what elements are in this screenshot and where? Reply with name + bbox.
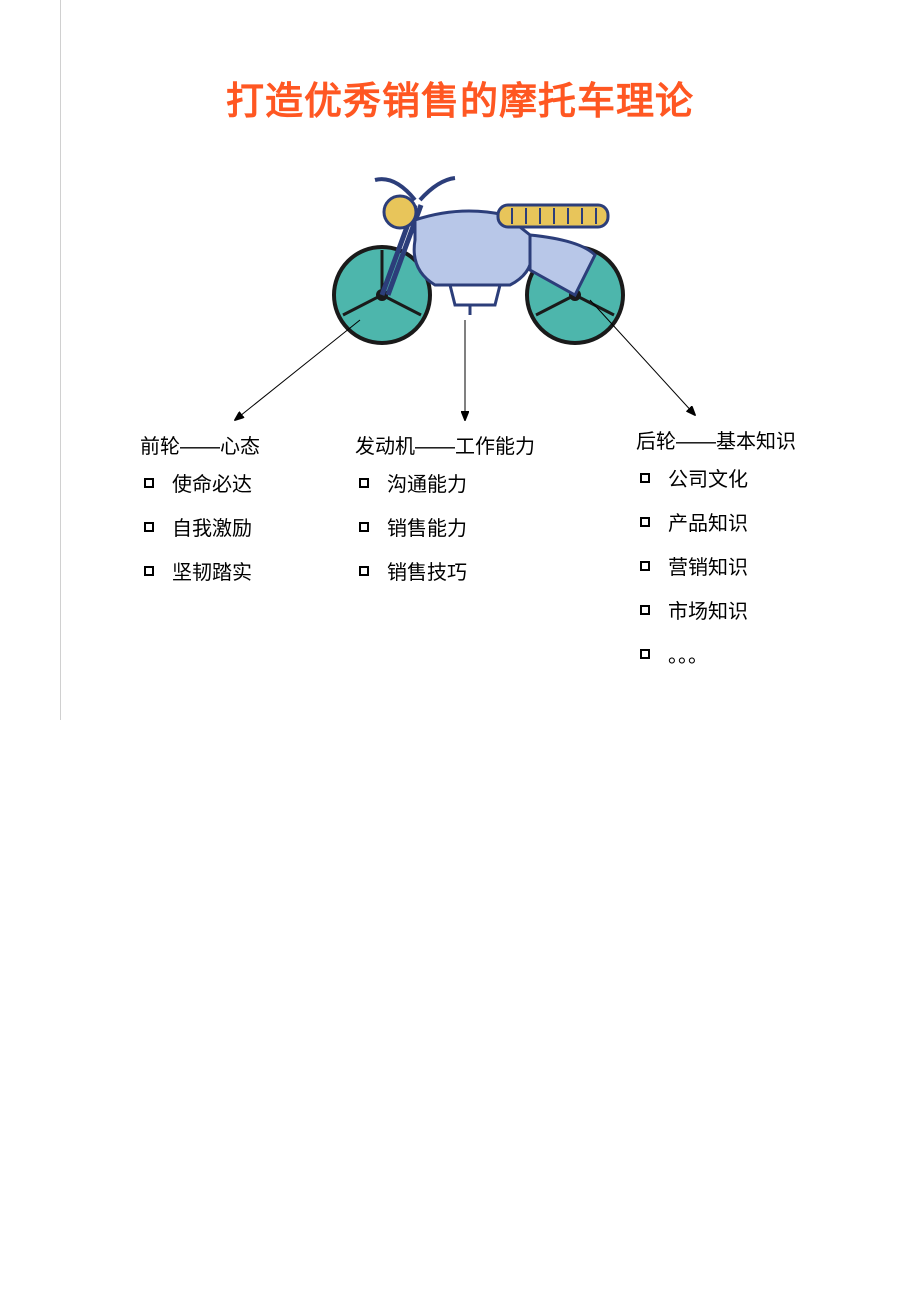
list-front-wheel: 使命必达 自我激励 坚韧踏实 bbox=[140, 471, 360, 587]
list-item: 。。。 bbox=[636, 642, 856, 670]
list-item: 自我激励 bbox=[140, 515, 360, 543]
item-text: 市场知识 bbox=[668, 601, 748, 623]
list-rear-wheel: 公司文化 产品知识 营销知识 市场知识 。。。 bbox=[636, 466, 856, 670]
column-engine: 发动机——工作能力 沟通能力 销售能力 销售技巧 bbox=[355, 430, 575, 603]
item-text: 销售技巧 bbox=[387, 562, 467, 584]
item-text: 坚韧踏实 bbox=[172, 562, 252, 584]
list-item: 使命必达 bbox=[140, 471, 360, 499]
column-title-rear: 后轮——基本知识 bbox=[636, 425, 856, 454]
item-text: 沟通能力 bbox=[387, 474, 467, 496]
item-text: 自我激励 bbox=[172, 518, 252, 540]
bullet-icon bbox=[640, 605, 650, 615]
column-rear-wheel: 后轮——基本知识 公司文化 产品知识 营销知识 市场知识 。。。 bbox=[636, 425, 856, 686]
bullet-icon bbox=[144, 478, 154, 488]
bullet-icon bbox=[144, 522, 154, 532]
list-item: 市场知识 bbox=[636, 598, 856, 626]
item-text: 。。。 bbox=[668, 645, 708, 667]
list-engine: 沟通能力 销售能力 销售技巧 bbox=[355, 471, 575, 587]
bullet-icon bbox=[359, 478, 369, 488]
page-title: 打造优秀销售的摩托车理论 bbox=[0, 70, 920, 125]
list-item: 沟通能力 bbox=[355, 471, 575, 499]
bullet-icon bbox=[359, 566, 369, 576]
list-item: 销售能力 bbox=[355, 515, 575, 543]
bullet-icon bbox=[640, 649, 650, 659]
column-front-wheel: 前轮——心态 使命必达 自我激励 坚韧踏实 bbox=[140, 430, 360, 603]
motorcycle-illustration bbox=[320, 150, 640, 350]
item-text: 销售能力 bbox=[387, 518, 467, 540]
list-item: 坚韧踏实 bbox=[140, 559, 360, 587]
list-item: 产品知识 bbox=[636, 510, 856, 538]
list-item: 营销知识 bbox=[636, 554, 856, 582]
list-item: 销售技巧 bbox=[355, 559, 575, 587]
item-text: 公司文化 bbox=[668, 469, 748, 491]
item-text: 使命必达 bbox=[172, 474, 252, 496]
column-title-front: 前轮——心态 bbox=[140, 430, 360, 459]
item-text: 营销知识 bbox=[668, 557, 748, 579]
bullet-icon bbox=[640, 561, 650, 571]
bullet-icon bbox=[640, 473, 650, 483]
list-item: 公司文化 bbox=[636, 466, 856, 494]
item-text: 产品知识 bbox=[668, 513, 748, 535]
column-title-engine: 发动机——工作能力 bbox=[355, 430, 575, 459]
bullet-icon bbox=[640, 517, 650, 527]
bullet-icon bbox=[359, 522, 369, 532]
bullet-icon bbox=[144, 566, 154, 576]
